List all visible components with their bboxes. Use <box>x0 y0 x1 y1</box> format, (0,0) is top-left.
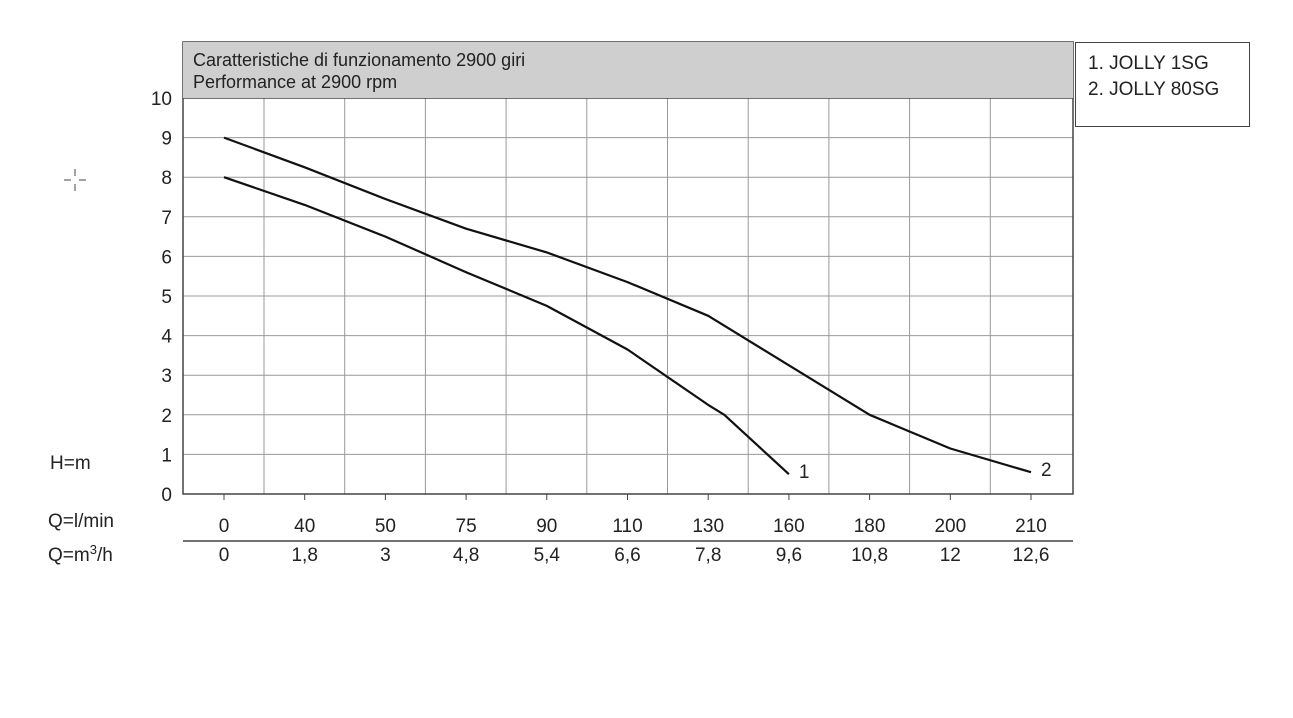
chart-title: Caratteristiche di funzionamento 2900 gi… <box>193 50 525 70</box>
y-tick-label: 9 <box>161 129 172 150</box>
x-tick-label-m3h: 0 <box>219 545 230 566</box>
x-tick-label-lmin: 75 <box>456 516 477 537</box>
y-tick-label: 2 <box>161 406 172 427</box>
legend-entry-2: 2. JOLLY 80SG <box>1088 79 1220 100</box>
y-tick-label: 8 <box>161 168 172 189</box>
x-tick-label-lmin: 90 <box>536 516 557 537</box>
y-tick-label: 10 <box>151 89 172 110</box>
grid-lines <box>182 41 1074 500</box>
legend-entry-1: 1. JOLLY 1SG <box>1088 53 1209 74</box>
x-tick-label-m3h: 7,8 <box>695 545 721 566</box>
x-tick-label-lmin: 210 <box>1015 516 1047 537</box>
x-tick-label-m3h: 5,4 <box>534 545 561 566</box>
x-tick-label-lmin: 130 <box>692 516 724 537</box>
series-line-2 <box>223 136 1032 474</box>
y-tick-label: 4 <box>161 327 172 348</box>
y-axis-label: H=m <box>50 453 91 474</box>
x-tick-label-m3h: 3 <box>380 545 391 566</box>
x-tick-label-m3h: 6,6 <box>614 545 640 566</box>
x-tick-label-lmin: 40 <box>294 516 315 537</box>
x-tick-label-m3h: 4,8 <box>453 545 479 566</box>
x-tick-label-lmin: 110 <box>612 516 642 537</box>
x-axis-label-m3h-suffix: /h <box>97 545 113 566</box>
x-tick-label-m3h: 12 <box>940 545 961 566</box>
x-tick-label-m3h: 10,8 <box>851 545 888 566</box>
y-tick-label: 1 <box>161 445 172 466</box>
series-label-1: 1 <box>799 462 810 483</box>
x-tick-label-m3h: 12,6 <box>1013 545 1050 566</box>
x-tick-label-lmin: 200 <box>934 516 966 537</box>
chart-legend: 1. JOLLY 1SG 2. JOLLY 80SG <box>1075 42 1250 127</box>
y-tick-labels: 0 1 2 3 4 5 6 7 8 9 10 <box>151 89 173 506</box>
x-tick-label-lmin: 160 <box>773 516 805 537</box>
y-tick-label: 3 <box>161 366 172 387</box>
chart-header-band <box>183 42 1073 98</box>
x-axis-label-m3h-sup: 3 <box>90 542 97 557</box>
x-tick-label-lmin: 0 <box>219 516 230 537</box>
y-tick-label: 0 <box>161 485 172 506</box>
x-tick-label-m3h: 9,6 <box>776 545 802 566</box>
plot-frame <box>182 41 1074 495</box>
y-tick-label: 7 <box>161 208 172 229</box>
x-tick-label-lmin: 180 <box>854 516 886 537</box>
chart-subtitle: Performance at 2900 rpm <box>193 72 397 92</box>
x-axis-label-lmin: Q=l/min <box>48 511 114 532</box>
y-tick-label: 6 <box>161 247 172 268</box>
series-label-2: 2 <box>1041 460 1052 481</box>
x-axis-label-m3h-prefix: Q=m <box>48 545 90 566</box>
crosshair-icon <box>64 169 86 191</box>
x-tick-label-m3h: 1,8 <box>291 545 317 566</box>
x-tick-labels: 0 0 40 1,8 50 3 75 4,8 90 5,4 110 6,6 130 7,8 160 9,6 18… <box>219 516 1050 566</box>
y-tick-label: 5 <box>161 287 172 308</box>
series-line-1 <box>223 176 790 476</box>
x-tick-label-lmin: 50 <box>375 516 396 537</box>
x-axis-label-m3h: Q=m3/h <box>48 542 113 566</box>
